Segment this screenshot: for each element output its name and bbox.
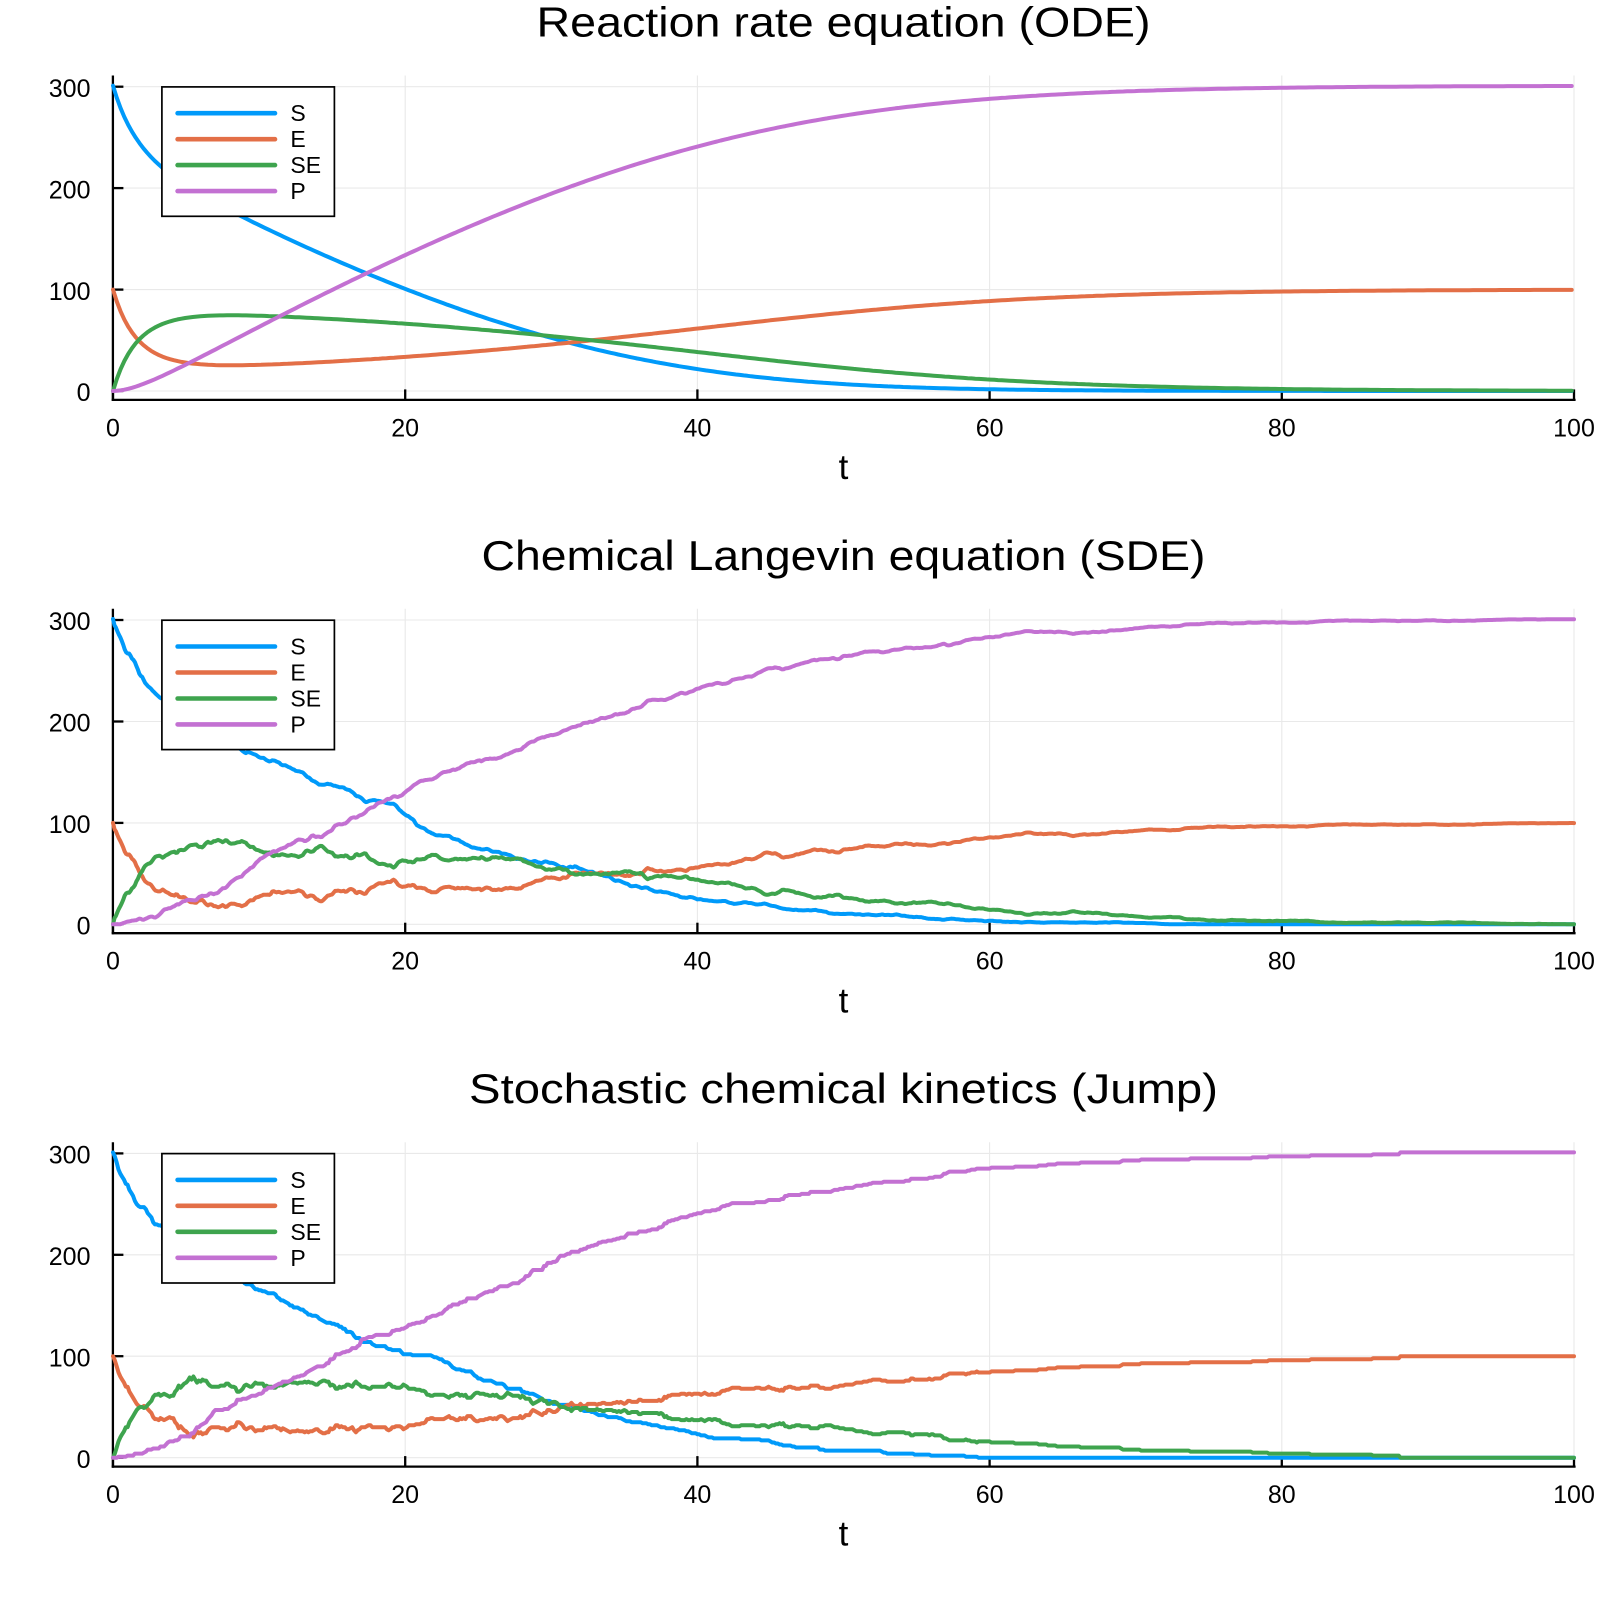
svg-text:SE: SE: [290, 1219, 321, 1245]
svg-text:P: P: [290, 178, 305, 204]
svg-text:40: 40: [683, 1481, 711, 1509]
svg-text:P: P: [290, 1245, 305, 1271]
svg-text:100: 100: [49, 811, 91, 839]
svg-text:t: t: [839, 1515, 849, 1554]
svg-text:0: 0: [106, 1481, 120, 1509]
svg-text:80: 80: [1268, 414, 1296, 442]
svg-text:0: 0: [106, 948, 120, 976]
svg-text:S: S: [290, 100, 305, 126]
svg-text:300: 300: [49, 75, 91, 103]
svg-text:t: t: [839, 448, 849, 487]
svg-text:200: 200: [49, 710, 91, 738]
svg-text:0: 0: [77, 379, 91, 407]
svg-text:20: 20: [391, 414, 419, 442]
svg-text:40: 40: [683, 948, 711, 976]
svg-text:20: 20: [391, 948, 419, 976]
svg-text:SE: SE: [290, 152, 321, 178]
svg-text:S: S: [290, 1167, 305, 1193]
svg-text:20: 20: [391, 1481, 419, 1509]
svg-text:0: 0: [77, 913, 91, 941]
svg-text:300: 300: [49, 608, 91, 636]
svg-text:S: S: [290, 634, 305, 660]
svg-text:300: 300: [49, 1142, 91, 1170]
svg-text:E: E: [290, 1193, 305, 1219]
svg-text:60: 60: [976, 414, 1004, 442]
svg-text:SE: SE: [290, 686, 321, 712]
svg-text:80: 80: [1268, 948, 1296, 976]
svg-text:0: 0: [77, 1446, 91, 1474]
svg-text:Chemical Langevin equation (SD: Chemical Langevin equation (SDE): [482, 533, 1206, 580]
svg-text:Stochastic chemical kinetics (: Stochastic chemical kinetics (Jump): [469, 1067, 1218, 1113]
svg-text:0: 0: [106, 414, 120, 442]
svg-text:100: 100: [1553, 414, 1595, 442]
svg-text:200: 200: [49, 176, 91, 204]
svg-text:E: E: [290, 660, 305, 686]
svg-text:60: 60: [976, 1481, 1004, 1509]
svg-text:200: 200: [49, 1243, 91, 1271]
svg-text:100: 100: [1553, 948, 1595, 976]
svg-text:100: 100: [49, 1344, 91, 1372]
svg-text:80: 80: [1268, 1481, 1296, 1509]
svg-text:t: t: [839, 981, 849, 1020]
svg-text:100: 100: [49, 278, 91, 306]
svg-text:P: P: [290, 711, 305, 737]
svg-text:E: E: [290, 126, 305, 152]
svg-text:Reaction rate equation (ODE): Reaction rate equation (ODE): [536, 0, 1150, 46]
svg-text:100: 100: [1553, 1481, 1595, 1509]
svg-text:60: 60: [976, 948, 1004, 976]
svg-text:40: 40: [683, 414, 711, 442]
